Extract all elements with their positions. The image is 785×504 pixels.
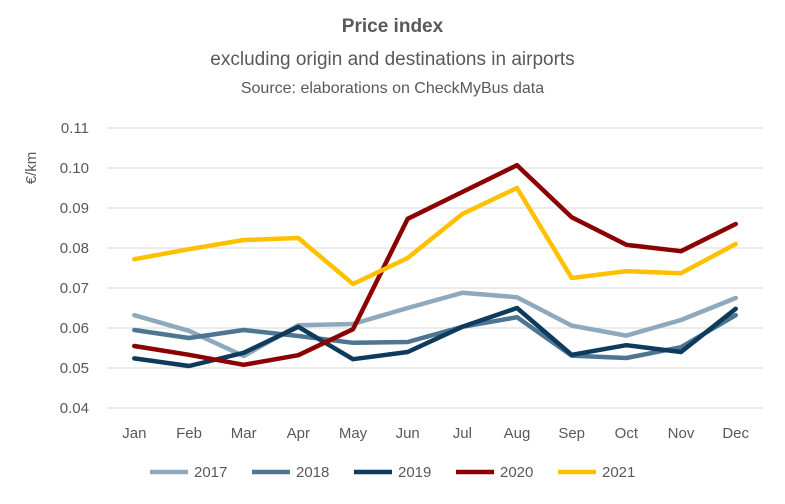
series-line-2020 (132, 162, 738, 368)
x-tick-label: Mar (231, 425, 257, 442)
x-tick-label: Dec (722, 425, 749, 442)
chart-title: Price index (341, 16, 444, 37)
x-tick-label: Aug (504, 425, 531, 442)
legend-label: 2020 (500, 464, 533, 481)
x-tick-label: Feb (176, 425, 202, 442)
series-line-2021 (132, 185, 738, 287)
x-tick-label: May (339, 425, 368, 442)
x-tick-label: Nov (668, 425, 695, 442)
series-line-2018 (132, 312, 738, 361)
legend-label: 2019 (398, 464, 431, 481)
y-tick-label: 0.08 (60, 240, 89, 257)
legend-label: 2017 (194, 464, 227, 481)
legend-label: 2018 (296, 464, 329, 481)
y-axis-label: €/km (23, 152, 40, 185)
y-tick-label: 0.05 (60, 360, 89, 377)
y-tick-label: 0.07 (60, 280, 89, 297)
x-tick-label: Apr (287, 425, 310, 442)
series-line-2019 (132, 305, 738, 369)
x-tick-label: Sep (558, 425, 585, 442)
y-tick-label: 0.06 (60, 320, 89, 337)
legend-label: 2021 (602, 464, 635, 481)
x-tick-label: Jul (453, 425, 472, 442)
y-tick-label: 0.04 (60, 400, 89, 417)
x-tick-label: Oct (615, 425, 639, 442)
x-tick-label: Jan (122, 425, 146, 442)
chart-subtitle: excluding origin and destinations in air… (210, 49, 575, 70)
series-line-2017 (132, 290, 738, 359)
y-tick-label: 0.09 (60, 200, 89, 217)
y-tick-label: 0.10 (60, 160, 89, 177)
chart-source: Source: elaborations on CheckMyBus data (240, 80, 545, 97)
y-tick-label: 0.11 (61, 120, 89, 137)
x-tick-label: Jun (396, 425, 420, 442)
